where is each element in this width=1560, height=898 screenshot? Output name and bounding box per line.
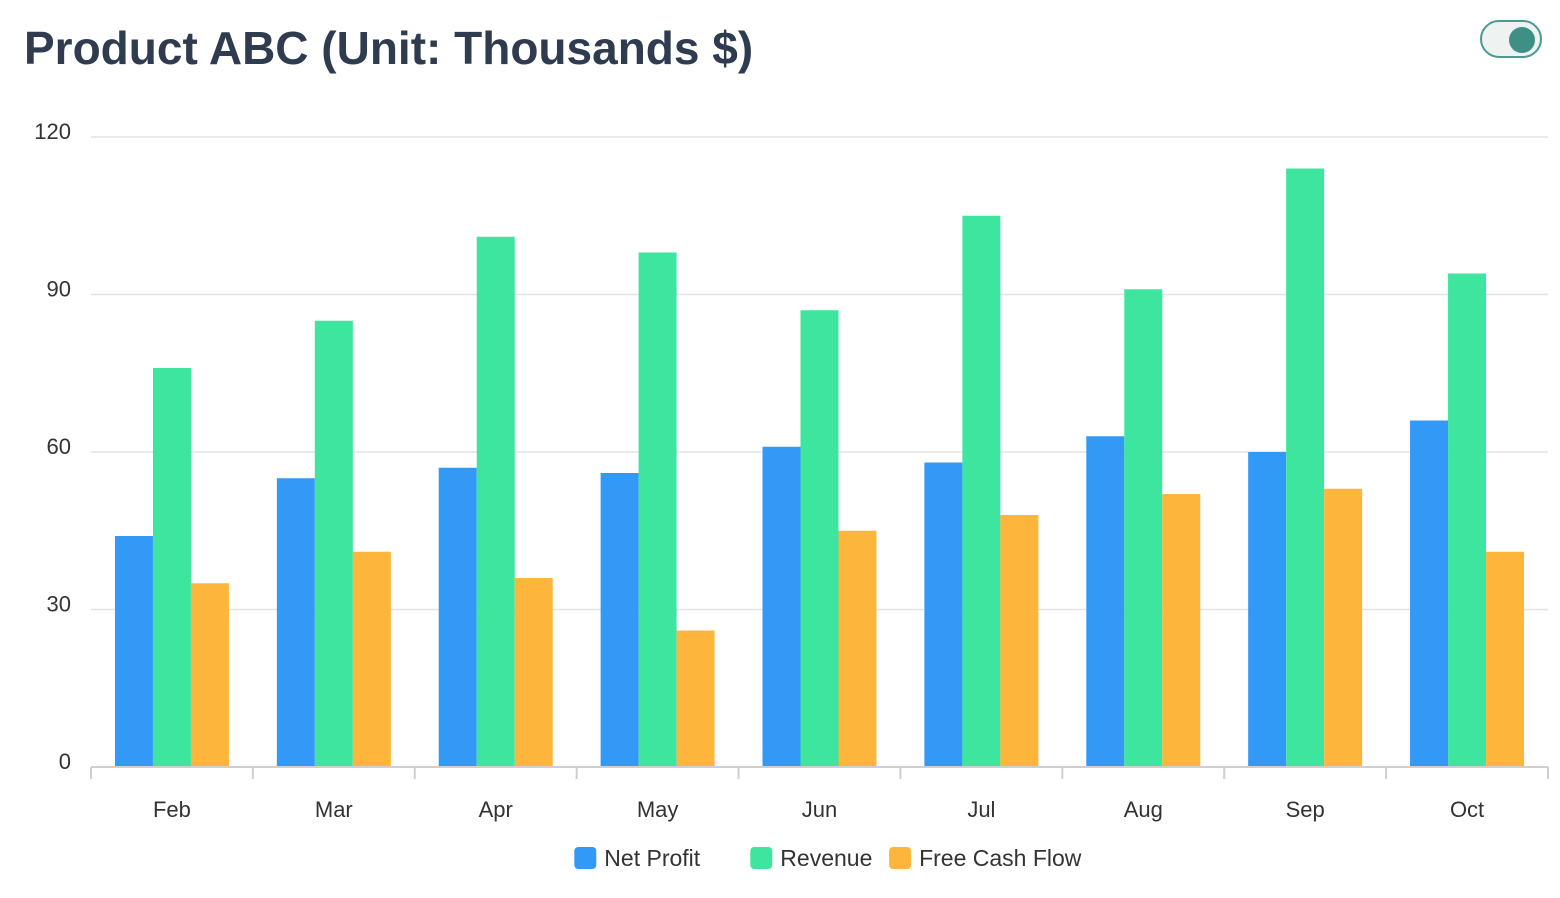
x-tick-label: Sep	[1286, 797, 1325, 822]
y-tick-label: 90	[47, 277, 71, 302]
bar-revenue[interactable]	[800, 310, 839, 767]
bar-net-profit[interactable]	[114, 536, 153, 767]
bar-revenue[interactable]	[638, 252, 677, 768]
bar-revenue[interactable]	[962, 215, 1001, 767]
x-tick-label: Mar	[315, 797, 353, 822]
x-tick-label: May	[637, 797, 679, 822]
bar-net-profit[interactable]	[1086, 436, 1125, 767]
legend-item-net-profit[interactable]: Net Profit	[574, 845, 701, 871]
legend-label: Free Cash Flow	[919, 845, 1082, 871]
bar-free-cash-flow[interactable]	[1486, 551, 1525, 767]
toggle-knob	[1509, 27, 1535, 53]
bar-net-profit[interactable]	[276, 478, 315, 767]
legend-swatch	[574, 847, 597, 869]
legend-label: Revenue	[780, 845, 872, 871]
bar-net-profit[interactable]	[438, 467, 477, 767]
bar-free-cash-flow[interactable]	[1324, 488, 1363, 767]
bar-net-profit[interactable]	[1248, 452, 1287, 767]
x-tick-label: Apr	[479, 797, 513, 822]
x-tick-label: Jun	[802, 797, 837, 822]
y-tick-label: 0	[59, 749, 71, 774]
legend[interactable]: Net Profit Revenue Free Cash Flow	[574, 845, 1082, 871]
x-tick-label: Aug	[1124, 797, 1163, 822]
x-tick-label: Jul	[967, 797, 995, 822]
bar-free-cash-flow[interactable]	[1000, 515, 1039, 767]
y-tick-label: 60	[47, 434, 71, 459]
bar-revenue[interactable]	[1448, 273, 1487, 768]
bar-free-cash-flow[interactable]	[676, 630, 715, 768]
x-tick-label: Feb	[153, 797, 191, 822]
bars	[114, 168, 1525, 768]
y-tick-label: 120	[34, 119, 71, 144]
bar-free-cash-flow[interactable]	[1162, 494, 1201, 767]
bar-net-profit[interactable]	[762, 446, 801, 767]
bar-free-cash-flow[interactable]	[514, 578, 553, 767]
y-tick-label: 30	[47, 592, 71, 617]
bar-free-cash-flow[interactable]	[838, 530, 877, 767]
bar-revenue[interactable]	[314, 320, 353, 767]
legend-label: Net Profit	[604, 845, 700, 871]
bar-net-profit[interactable]	[600, 473, 639, 767]
legend-item-revenue[interactable]: Revenue	[750, 845, 872, 871]
bar-net-profit[interactable]	[924, 462, 963, 768]
legend-item-free-cash-flow[interactable]: Free Cash Flow	[889, 845, 1082, 871]
bar-revenue[interactable]	[476, 236, 515, 767]
bar-free-cash-flow[interactable]	[352, 551, 391, 767]
y-axis: 0 30 60 90 120	[34, 119, 71, 774]
bar-revenue[interactable]	[152, 368, 191, 767]
x-axis: Feb Mar Apr May Jun Jul Aug Sep Oct	[90, 766, 1549, 822]
bar-free-cash-flow[interactable]	[190, 583, 229, 767]
x-tick-label: Oct	[1450, 797, 1484, 822]
bar-revenue[interactable]	[1286, 168, 1325, 768]
chart-title: Product ABC (Unit: Thousands $)	[24, 22, 754, 74]
legend-swatch	[750, 847, 773, 869]
bar-net-profit[interactable]	[1410, 420, 1449, 768]
legend-swatch	[889, 847, 912, 869]
bar-revenue[interactable]	[1124, 289, 1163, 767]
toggle-switch[interactable]	[1480, 20, 1542, 58]
